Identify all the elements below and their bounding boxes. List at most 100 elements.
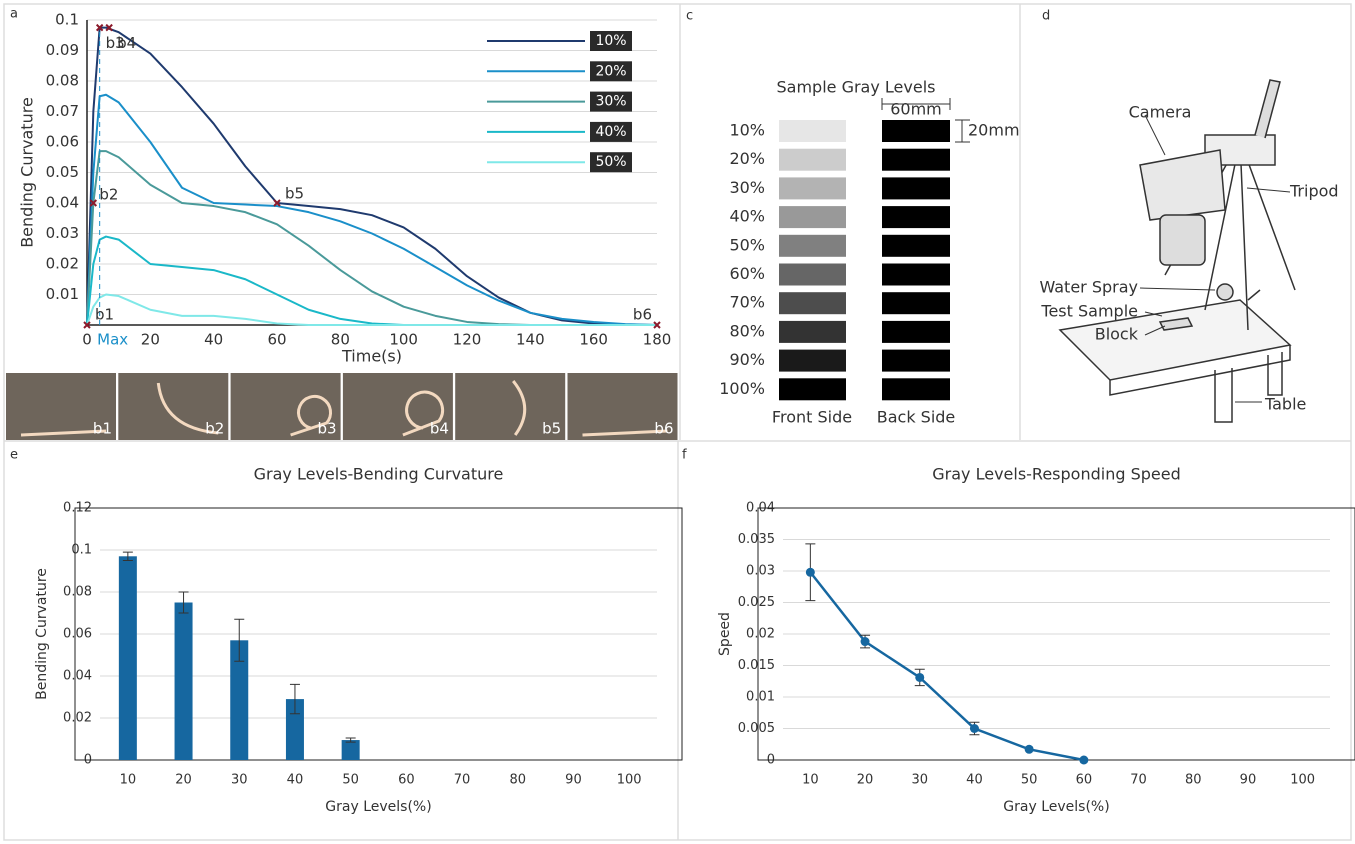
apparatus-drawing <box>1058 79 1296 423</box>
y-tick-label: 0.07 <box>46 102 79 120</box>
x-tick-label: 0 <box>82 331 92 349</box>
y-tick-label: 0.02 <box>746 627 775 642</box>
tripod-handle <box>1254 79 1281 139</box>
error-bar <box>289 683 300 715</box>
y-tick-label: 0.08 <box>63 585 92 600</box>
panel-label: c <box>686 9 693 24</box>
error-bar <box>178 591 189 614</box>
front-swatch <box>779 378 846 401</box>
level-label: 70% <box>729 293 765 312</box>
legend-box <box>590 152 632 173</box>
water-spray <box>1216 283 1234 301</box>
front-swatch <box>779 206 846 229</box>
x-tick-label: 60 <box>267 331 286 349</box>
front-swatch <box>779 292 846 315</box>
error-bar <box>345 737 356 743</box>
x-axis-label: Gray Levels(%) <box>325 799 431 815</box>
plot-frame <box>74 507 683 761</box>
legend-box <box>590 31 632 51</box>
y-tick-label: 0.05 <box>46 163 79 181</box>
table-legs <box>1214 352 1283 423</box>
photo-label: b1 <box>93 420 112 438</box>
legend-label: 10% <box>595 33 626 49</box>
sample-strip <box>582 429 668 437</box>
x-tick-label: 80 <box>509 773 526 788</box>
y-tick-label: 0.09 <box>46 41 79 59</box>
photo: b5 <box>455 373 566 440</box>
back-swatch <box>882 120 950 142</box>
y-tick-label: 0.06 <box>46 133 79 151</box>
back-swatch <box>882 349 950 372</box>
x-tick-label: 140 <box>516 331 545 349</box>
series-line <box>86 150 657 326</box>
back-swatch <box>882 148 950 171</box>
legend-box <box>590 121 632 142</box>
camera-body <box>1139 149 1226 221</box>
error-bar <box>234 618 245 662</box>
back-swatch <box>882 263 950 286</box>
panel-label: a <box>10 7 18 22</box>
x-tick-label: 50 <box>342 773 359 788</box>
level-label: 10% <box>729 121 765 140</box>
panel-label: d <box>1042 9 1050 24</box>
bar <box>341 740 360 760</box>
y-axis-label: Speed <box>717 612 733 656</box>
point-marker <box>95 23 104 32</box>
sample-strip <box>290 394 332 437</box>
width-label: 60mm <box>890 100 942 119</box>
y-tick-label: 0.08 <box>46 72 79 90</box>
photo: b6 <box>567 373 678 440</box>
bar <box>118 556 137 760</box>
bar <box>174 602 193 760</box>
x-tick-label: 20 <box>857 773 874 788</box>
x-tick-label: 100 <box>389 331 418 349</box>
level-label: 100% <box>719 379 765 398</box>
x-tick-label: 80 <box>331 331 350 349</box>
back-swatch <box>882 378 950 401</box>
back-swatch <box>882 234 950 257</box>
x-tick-label: 70 <box>454 773 471 788</box>
x-axis-label: Gray Levels(%) <box>1003 799 1109 815</box>
x-tick-label: 90 <box>565 773 582 788</box>
series-line <box>86 235 657 326</box>
x-tick-label: 20 <box>141 331 160 349</box>
y-tick-label: 0.025 <box>738 595 775 610</box>
photo: b3 <box>230 373 341 440</box>
level-label: 30% <box>729 178 765 197</box>
x-tick-label: 50 <box>1021 773 1038 788</box>
panel-label: f <box>682 448 687 463</box>
photo-label: b2 <box>205 420 224 438</box>
series-line <box>86 93 658 326</box>
front-swatch <box>779 234 846 257</box>
photo-bg <box>342 373 453 440</box>
chart-title: Gray Levels-Responding Speed <box>932 465 1180 484</box>
point <box>1079 755 1089 765</box>
sample-strip <box>512 380 527 436</box>
x-tick-label: 90 <box>1240 773 1257 788</box>
front-swatch <box>779 263 846 286</box>
y-tick-label: 0.1 <box>71 543 92 558</box>
y-tick-label: 0.02 <box>63 711 92 726</box>
point-label: b2 <box>99 186 118 204</box>
x-tick-label: 20 <box>175 773 192 788</box>
front-swatch <box>779 349 846 372</box>
x-tick-label: 70 <box>1130 773 1147 788</box>
x-tick-label: 180 <box>643 331 672 349</box>
legend-box <box>590 91 632 112</box>
point-marker <box>653 321 661 329</box>
legend-box <box>590 61 632 82</box>
front-swatch <box>779 120 846 142</box>
apparatus-label: Test Sample <box>1040 302 1138 321</box>
level-label: 20% <box>729 149 765 168</box>
front-swatch <box>779 148 846 171</box>
bar <box>285 699 304 760</box>
front-swatch <box>779 320 846 343</box>
legend-label: 30% <box>595 94 626 110</box>
photo: b1 <box>6 373 116 440</box>
sample-strip <box>20 429 107 437</box>
photo-label: b3 <box>318 420 337 438</box>
legend-label: 20% <box>595 63 626 79</box>
level-label: 50% <box>729 235 765 254</box>
camera-lens <box>1159 214 1206 266</box>
y-tick-label: 0.02 <box>46 255 79 273</box>
